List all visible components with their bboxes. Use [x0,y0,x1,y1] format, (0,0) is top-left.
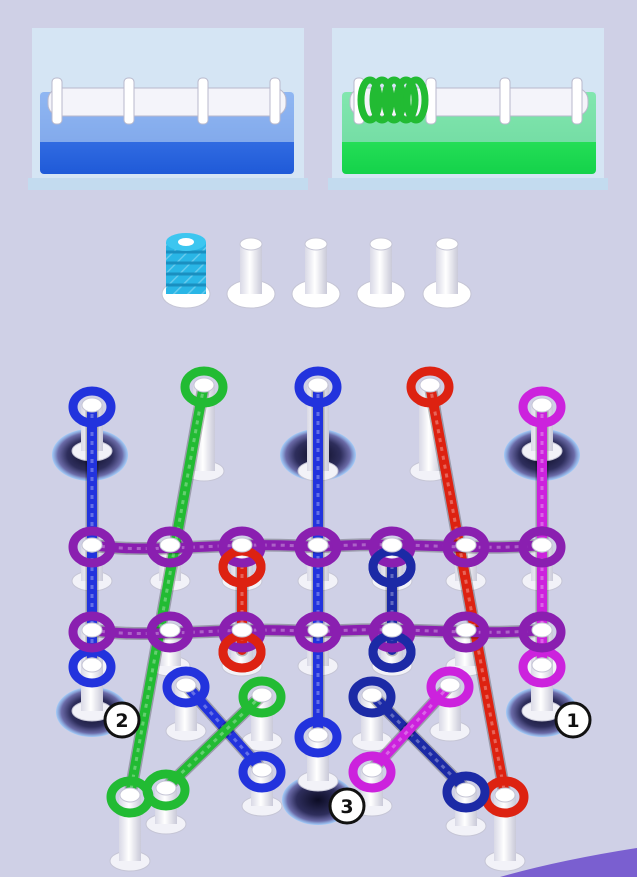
spool-wound-rope [357,76,429,124]
peg-top[interactable] [175,677,197,693]
peg-top[interactable] [531,537,553,553]
peg-top[interactable] [494,787,516,803]
rope-green[interactable] [142,676,286,811]
peg-top[interactable] [307,622,329,638]
peg-top[interactable] [81,622,103,638]
peg-top[interactable] [81,397,103,413]
peg-top[interactable] [361,762,383,778]
hole-badge-label: 3 [340,796,353,818]
peg-top[interactable] [381,622,403,638]
peg-top[interactable] [81,537,103,553]
rope-fragment [500,848,637,877]
peg-top[interactable] [307,377,329,393]
hole-badge-2: 2 [103,701,141,739]
rope-red[interactable] [406,366,529,818]
collected-pegs [161,233,472,309]
peg-top[interactable] [419,377,441,393]
peg-top[interactable] [119,787,141,803]
peg-top[interactable] [439,677,461,693]
peg-caps [81,377,553,803]
spool-blue [47,77,287,125]
collected-peg-empty [356,237,406,309]
peg-top[interactable] [231,537,253,553]
peg-top[interactable] [361,687,383,703]
peg-top[interactable] [531,397,553,413]
spool-green [349,76,589,125]
hole-badge-1: 1 [554,701,592,739]
peg-top[interactable] [155,780,177,796]
peg-top[interactable] [531,622,553,638]
collected-peg-empty [422,237,472,309]
peg-top[interactable] [251,687,273,703]
peg-top[interactable] [455,782,477,798]
peg-top[interactable] [251,762,273,778]
bin-blue[interactable] [28,28,308,190]
peg-top[interactable] [455,537,477,553]
peg-top[interactable] [307,537,329,553]
peg[interactable] [71,665,113,722]
peg-top[interactable] [231,622,253,638]
peg-top[interactable] [81,657,103,673]
bin-green[interactable] [328,28,608,190]
peg-top[interactable] [159,537,181,553]
peg[interactable] [297,735,339,792]
peg-top[interactable] [531,657,553,673]
peg-top[interactable] [455,622,477,638]
rope-magenta[interactable] [348,666,474,793]
collected-peg-empty [291,237,341,309]
peg-top[interactable] [381,537,403,553]
peg-top[interactable] [159,622,181,638]
rope-navy[interactable] [348,676,490,813]
peg-top[interactable] [307,727,329,743]
collected-peg-empty [226,237,276,309]
rope-green[interactable] [106,366,228,818]
peg-top[interactable] [193,377,215,393]
hole-badge-label: 1 [566,710,579,732]
hole-badge-label: 2 [115,710,128,732]
hole-badge-3: 3 [328,787,366,825]
collected-peg-filled [161,233,211,309]
peg[interactable] [521,665,563,722]
